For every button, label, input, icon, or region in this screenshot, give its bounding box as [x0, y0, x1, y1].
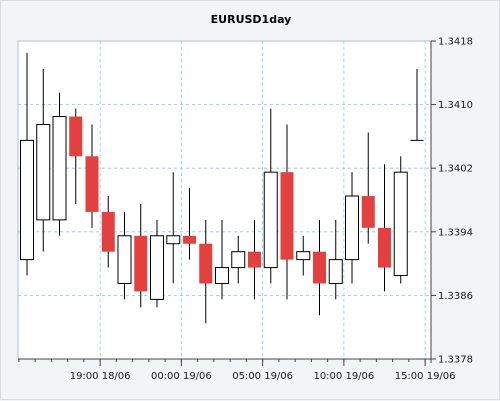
candle-body-down [248, 251, 261, 268]
candle-body-up [20, 139, 34, 261]
candle-body-down [313, 251, 326, 284]
candle-body-down [183, 235, 196, 244]
x-tick-label: 05:00 19/06 [232, 371, 293, 382]
y-tick-label: 1.3394 [438, 227, 473, 238]
x-tick-label: 15:00 19/06 [395, 371, 456, 382]
candle-body-up [328, 259, 343, 284]
chart-title: EURUSD1day [210, 13, 292, 26]
y-tick-label: 1.3402 [438, 164, 473, 175]
candle-body-up [263, 171, 278, 269]
y-tick-label: 1.3410 [438, 100, 473, 111]
candle-body-down [85, 156, 99, 212]
candle-body-down [378, 227, 391, 268]
candle-body-up [215, 267, 229, 284]
y-tick-label: 1.3386 [438, 291, 473, 302]
candle-body-up [345, 195, 359, 261]
candle-body-up [150, 235, 164, 300]
candle-body-up [231, 251, 246, 269]
candle-body-up [166, 235, 181, 245]
x-tick-label: 19:00 18/06 [70, 371, 131, 382]
candle-body-down [101, 211, 115, 252]
candle-body-up [52, 116, 67, 221]
candle-body-down [134, 235, 148, 292]
x-tick-label: 10:00 19/06 [313, 371, 374, 382]
candle-body-up [36, 123, 51, 221]
candle-body-down [361, 196, 375, 228]
y-tick-label: 1.3418 [438, 37, 473, 48]
candle-body-down [280, 172, 294, 260]
x-tick-label: 00:00 19/06 [151, 371, 212, 382]
candle-body-up [393, 171, 408, 277]
candle-body-up [296, 251, 311, 261]
candle-body-down [69, 116, 83, 157]
candle-body-down [199, 243, 213, 284]
candle-body-up [117, 235, 132, 284]
y-tick-label: 1.3378 [438, 355, 473, 366]
